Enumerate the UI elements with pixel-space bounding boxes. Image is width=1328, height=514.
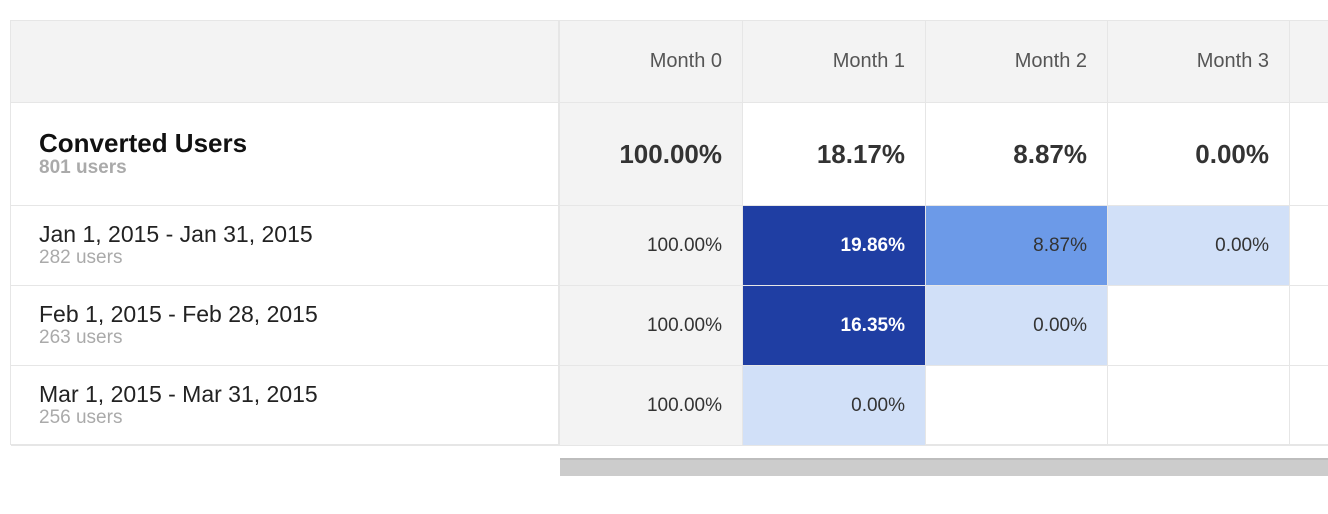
total-value-month-2: 8.87% [926,103,1108,206]
column-header-month-1[interactable]: Month 1 [743,21,926,103]
cohort-user-count: 256 users [39,406,123,428]
table-header-row: Month 0 Month 1 Month 2 Month 3 [11,21,1328,103]
retention-cell-overflow [1290,286,1328,366]
column-header-month-0[interactable]: Month 0 [560,21,743,103]
cohort-date-range: Jan 1, 2015 - Jan 31, 2015 [39,221,313,248]
retention-cell[interactable]: 0.00% [926,286,1108,366]
cohort-user-count: 263 users [39,326,123,348]
cohort-label-cell: Jan 1, 2015 - Jan 31, 2015 282 users [11,206,560,286]
retention-cell[interactable]: 16.35% [743,286,926,366]
retention-cell[interactable]: 19.86% [743,206,926,286]
column-header-month-3[interactable]: Month 3 [1108,21,1290,103]
retention-cell[interactable]: 8.87% [926,206,1108,286]
retention-cell-overflow [1290,366,1328,446]
table-row: Mar 1, 2015 - Mar 31, 2015 256 users 100… [11,366,1328,446]
total-value-month-1: 18.17% [743,103,926,206]
header-label-cell [11,21,560,103]
total-user-count: 801 users [39,156,127,178]
retention-cell[interactable]: 0.00% [1108,206,1290,286]
cohort-label-cell: Feb 1, 2015 - Feb 28, 2015 263 users [11,286,560,366]
retention-cell[interactable]: 100.00% [560,366,743,446]
total-value-month-0: 100.00% [560,103,743,206]
cohort-label-cell: Mar 1, 2015 - Mar 31, 2015 256 users [11,366,560,446]
retention-cell[interactable]: 100.00% [560,206,743,286]
table-row: Feb 1, 2015 - Feb 28, 2015 263 users 100… [11,286,1328,366]
retention-cell-empty [1108,286,1290,366]
cohort-table: Month 0 Month 1 Month 2 Month 3 Converte… [10,20,1328,446]
retention-cell[interactable]: 100.00% [560,286,743,366]
retention-cell-empty [1108,366,1290,446]
column-header-month-2[interactable]: Month 2 [926,21,1108,103]
retention-cell[interactable]: 0.00% [743,366,926,446]
total-label: Converted Users [39,128,248,159]
cohort-user-count: 282 users [39,246,123,268]
cohort-date-range: Feb 1, 2015 - Feb 28, 2015 [39,301,318,328]
total-value-overflow [1290,103,1328,206]
column-header-overflow [1290,21,1328,103]
retention-cell-empty [926,366,1108,446]
total-row: Converted Users 801 users 100.00% 18.17%… [11,103,1328,206]
total-value-month-3: 0.00% [1108,103,1290,206]
table-row: Jan 1, 2015 - Jan 31, 2015 282 users 100… [11,206,1328,286]
retention-cell-overflow [1290,206,1328,286]
horizontal-scrollbar[interactable] [560,458,1328,476]
cohort-date-range: Mar 1, 2015 - Mar 31, 2015 [39,381,318,408]
total-label-cell: Converted Users 801 users [11,103,560,206]
